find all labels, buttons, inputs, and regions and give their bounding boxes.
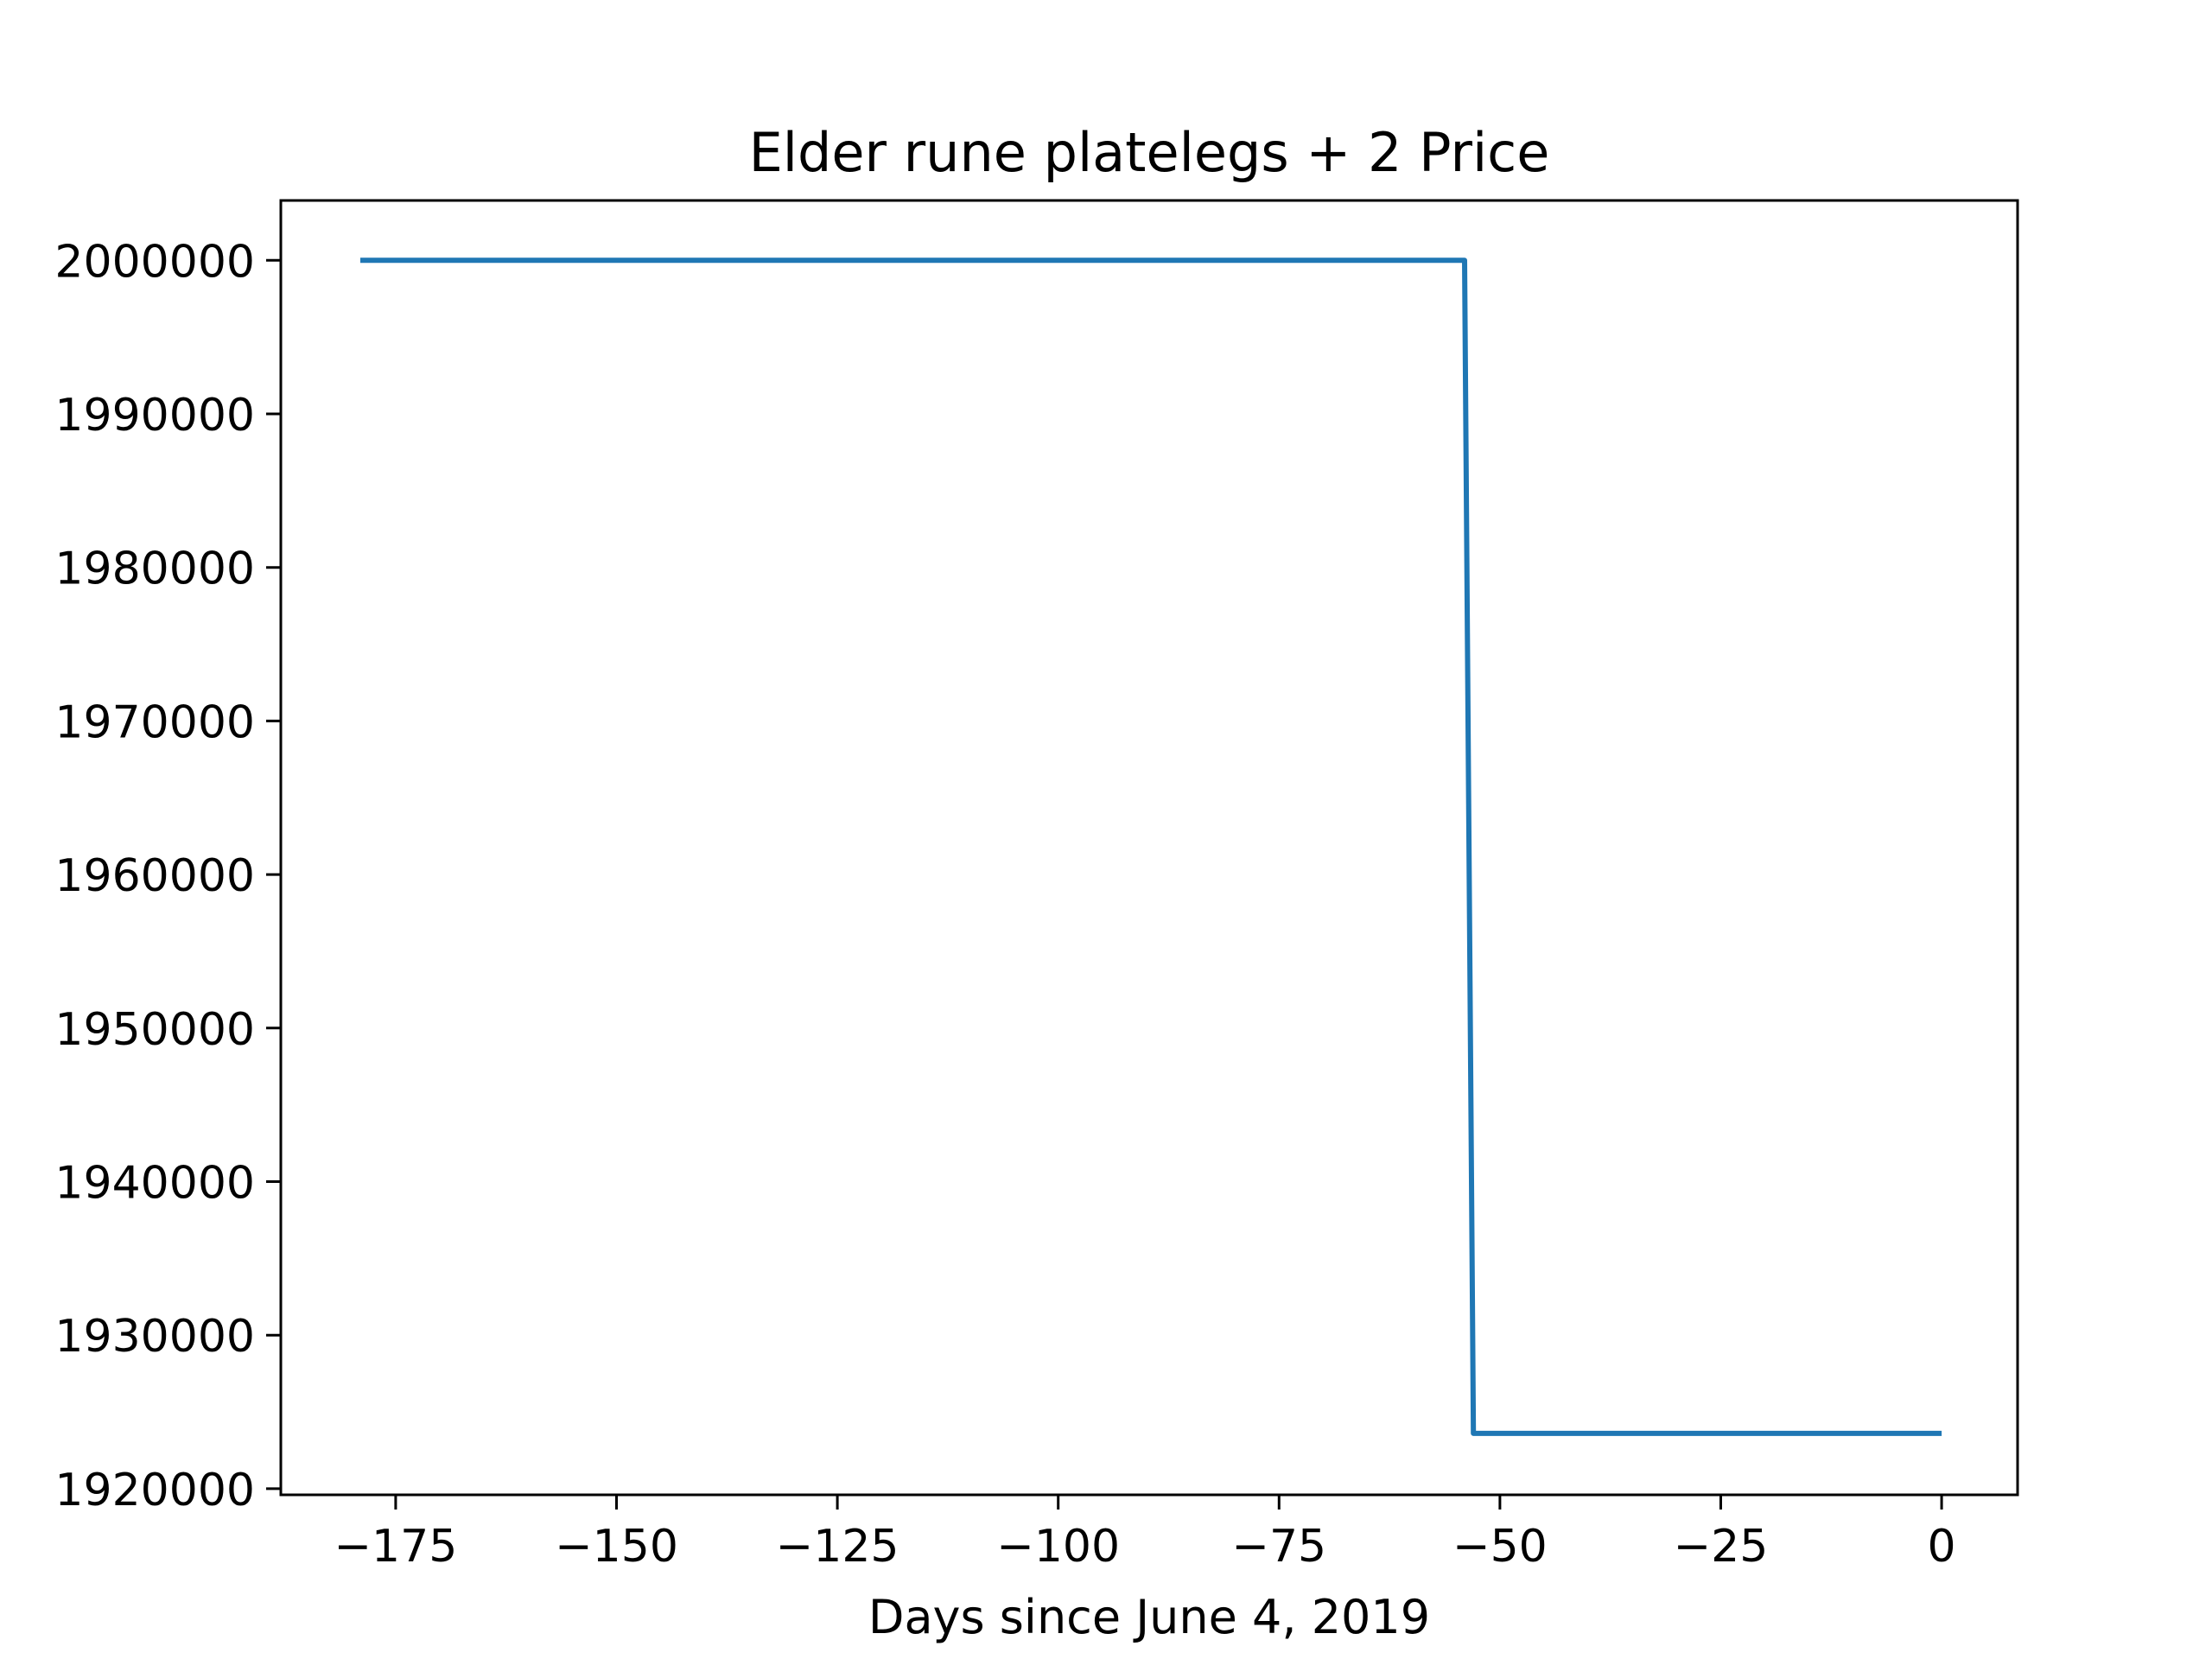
plot-area — [279, 199, 2019, 1497]
x-tick-label: −50 — [1452, 1521, 1548, 1573]
y-tick-label: 1920000 — [54, 1465, 255, 1516]
x-tick-label: −75 — [1231, 1521, 1326, 1573]
y-tick-label: 1940000 — [54, 1157, 255, 1209]
y-tick-label: 1930000 — [54, 1311, 255, 1363]
y-tick-label: 1950000 — [54, 1004, 255, 1056]
x-axis-label: Days since June 4, 2019 — [868, 1590, 1430, 1644]
y-tick-label: 1960000 — [54, 850, 255, 902]
x-tick-label: 0 — [1928, 1521, 1956, 1573]
chart-title: Elder rune platelegs + 2 Price — [749, 121, 1550, 184]
series-line-0 — [360, 257, 1942, 1436]
x-tick-label: −100 — [996, 1521, 1120, 1573]
y-tick-label: 2000000 — [54, 236, 255, 288]
x-axis: −175 −150 −125 −100 −75 −50 −25 0 — [334, 1495, 1956, 1573]
x-tick-label: −25 — [1674, 1521, 1769, 1573]
y-axis: 1920000 1930000 1940000 1950000 1960000 19700… — [54, 236, 281, 1516]
x-tick-label: −125 — [776, 1521, 899, 1573]
y-tick-label: 1970000 — [54, 696, 255, 748]
x-tick-label: −150 — [555, 1521, 678, 1573]
x-tick-label: −175 — [334, 1521, 457, 1573]
plot-frame — [279, 199, 2019, 1497]
y-tick-label: 1980000 — [54, 543, 255, 595]
y-tick-label: 1990000 — [54, 390, 255, 442]
